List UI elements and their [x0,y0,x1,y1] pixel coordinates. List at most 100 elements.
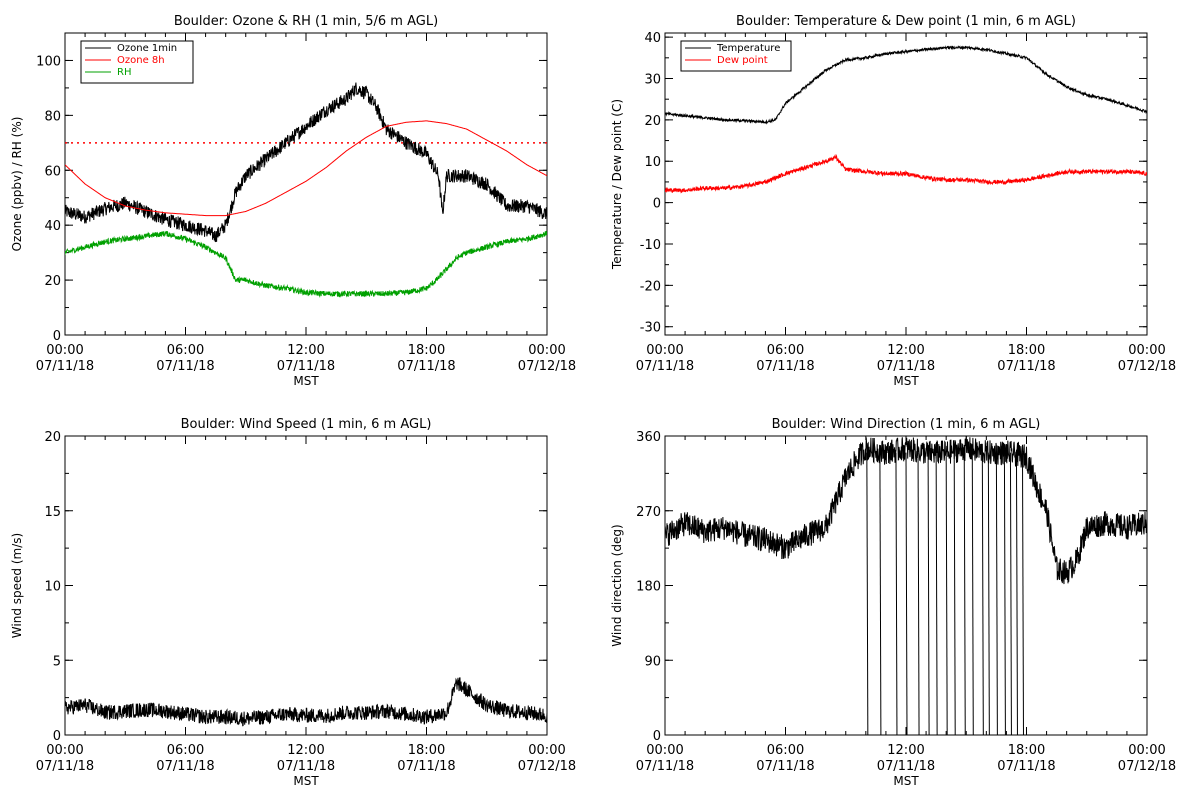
x-tick-date: 07/11/18 [877,359,935,374]
x-tick-date: 07/11/18 [36,359,94,374]
y-tick-label: 5 [53,654,61,669]
chart-title: Boulder: Wind Speed (1 min, 6 m AGL) [181,417,432,432]
y-tick-label: 80 [44,109,61,124]
x-tick-date: 07/11/18 [397,359,455,374]
x-tick-date: 07/11/18 [156,359,214,374]
y-tick-label: 20 [644,114,661,129]
x-tick-time: 12:00 [287,343,324,358]
legend-entry: RH [117,67,131,78]
direction-wrap-spike [995,452,998,736]
x-tick-time: 06:00 [167,743,204,758]
x-tick-time: 18:00 [1008,743,1045,758]
x-axis-label: MST [293,374,319,388]
direction-wrap-spike [945,452,948,736]
direction-wrap-spike [963,452,966,736]
x-tick-time: 18:00 [1008,343,1045,358]
y-tick-label: 180 [636,580,661,595]
y-tick-label: 40 [44,219,61,234]
y-tick-label: 360 [636,430,661,445]
direction-wrap-spike [905,452,908,736]
direction-wrap-spike [935,452,938,736]
y-tick-label: 10 [644,155,661,170]
series-line-ozone-1min [65,82,547,243]
y-tick-label: 20 [44,430,61,445]
x-tick-date: 07/12/18 [1118,759,1176,774]
y-tick-label: 0 [653,197,661,212]
y-axis-label: Wind speed (m/s) [10,533,24,638]
series-line-ozone-8h [65,120,547,217]
y-tick-label: 90 [644,654,661,669]
legend-box [680,40,792,72]
direction-wrap-spike [971,452,974,736]
chart-title: Boulder: Wind Direction (1 min, 6 m AGL) [772,417,1041,432]
x-tick-time: 00:00 [46,343,83,358]
x-tick-date: 07/11/18 [877,759,935,774]
x-tick-date: 07/11/18 [156,759,214,774]
x-tick-time: 06:00 [767,743,804,758]
x-tick-time: 00:00 [646,343,683,358]
x-tick-time: 00:00 [528,343,565,358]
chart-title: Boulder: Ozone & RH (1 min, 5/6 m AGL) [174,14,438,29]
series-line-temperature [665,45,1147,125]
plot-frame [64,435,548,736]
y-tick-label: 60 [44,164,61,179]
x-tick-time: 12:00 [887,343,924,358]
y-tick-label: 270 [636,505,661,520]
legend-entry: Ozone 8h [117,55,165,66]
x-tick-date: 07/11/18 [277,359,335,374]
x-tick-date: 07/11/18 [636,359,694,374]
legend-entry: Temperature [716,43,780,54]
legend-entry: Dew point [717,55,768,66]
temperature-dewpoint-chart: Boulder: Temperature & Dew point (1 min,… [610,14,1176,388]
y-axis-label: Ozone (ppbv) / RH (%) [10,117,24,252]
x-tick-time: 00:00 [1128,743,1165,758]
x-tick-time: 00:00 [1128,343,1165,358]
y-tick-label: 10 [44,580,61,595]
x-tick-date: 07/11/18 [636,759,694,774]
y-tick-label: 15 [44,505,61,520]
y-tick-label: 100 [36,54,61,69]
series-line-0 [665,436,1147,585]
x-axis-label: MST [893,374,919,388]
x-tick-date: 07/11/18 [997,359,1055,374]
direction-wrap-spike [981,452,984,736]
direction-wrap-spike [879,452,882,736]
y-tick-label: -30 [640,321,661,336]
y-tick-label: -10 [640,238,661,253]
series-line-dew-point [665,153,1147,194]
y-tick-label: 0 [653,729,661,744]
x-axis-label: MST [893,774,919,788]
x-tick-date: 07/11/18 [36,759,94,774]
direction-wrap-spike [987,452,990,736]
direction-wrap-spike [1003,452,1006,736]
series-line-0 [65,677,547,727]
direction-wrap-spike [1021,452,1024,736]
wind-speed-chart: Boulder: Wind Speed (1 min, 6 m AGL) 0 5 10… [10,417,576,788]
direction-wrap-spike [1015,452,1018,736]
x-tick-time: 18:00 [408,743,445,758]
direction-wrap-spike [953,452,956,736]
y-axis-label: Temperature / Dew point (C) [610,99,624,270]
y-tick-label: -20 [640,279,661,294]
x-tick-time: 06:00 [767,343,804,358]
x-tick-date: 07/11/18 [756,359,814,374]
y-tick-label: 0 [53,729,61,744]
chart-title: Boulder: Temperature & Dew point (1 min,… [736,14,1076,29]
direction-wrap-spike [917,452,920,736]
y-tick-label: 30 [644,73,661,88]
y-axis-label: Wind direction (deg) [610,524,624,646]
x-tick-time: 00:00 [46,743,83,758]
plot-frame [664,32,1148,336]
ozone-rh-chart: Boulder: Ozone & RH (1 min, 5/6 m AGL) 0 2… [10,14,576,388]
x-tick-time: 06:00 [167,343,204,358]
series-line-rh [65,230,547,298]
direction-wrap-spike [895,452,898,736]
x-tick-date: 07/11/18 [997,759,1055,774]
direction-wrap-spike [866,452,869,736]
x-tick-time: 12:00 [887,743,924,758]
direction-wrap-spike [1009,452,1012,736]
x-tick-time: 18:00 [408,343,445,358]
x-tick-date: 07/11/18 [756,759,814,774]
x-tick-date: 07/11/18 [397,759,455,774]
